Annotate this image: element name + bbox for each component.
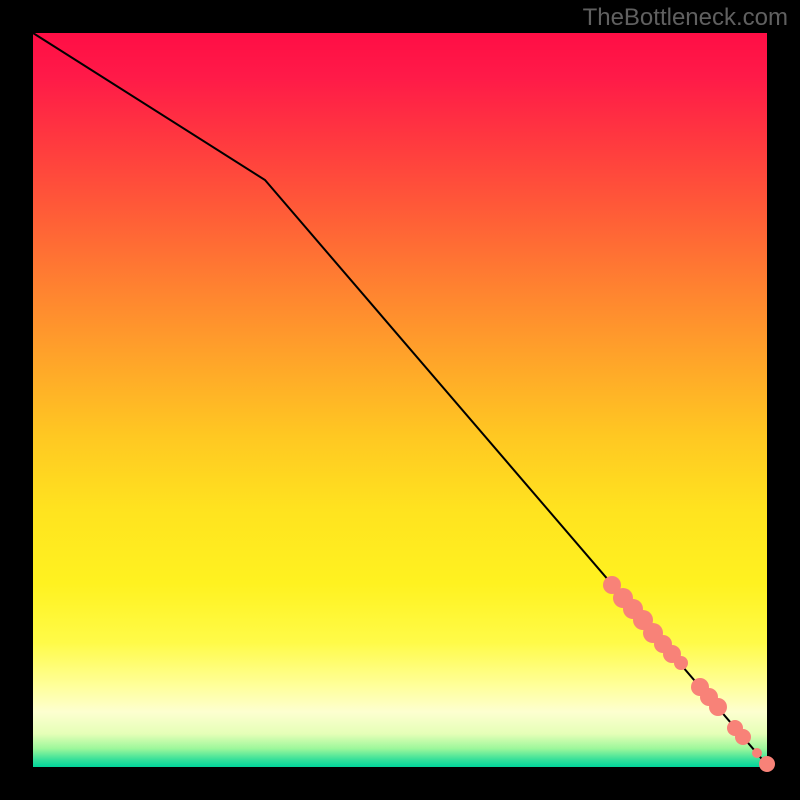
data-marker [674, 656, 688, 670]
chart-container: TheBottleneck.com [0, 0, 800, 800]
data-marker [735, 729, 751, 745]
watermark-text: TheBottleneck.com [583, 4, 788, 32]
bottleneck-chart [0, 0, 800, 800]
plot-gradient-background [33, 33, 767, 767]
data-marker [759, 756, 775, 772]
data-marker [709, 698, 727, 716]
data-marker [752, 748, 762, 758]
